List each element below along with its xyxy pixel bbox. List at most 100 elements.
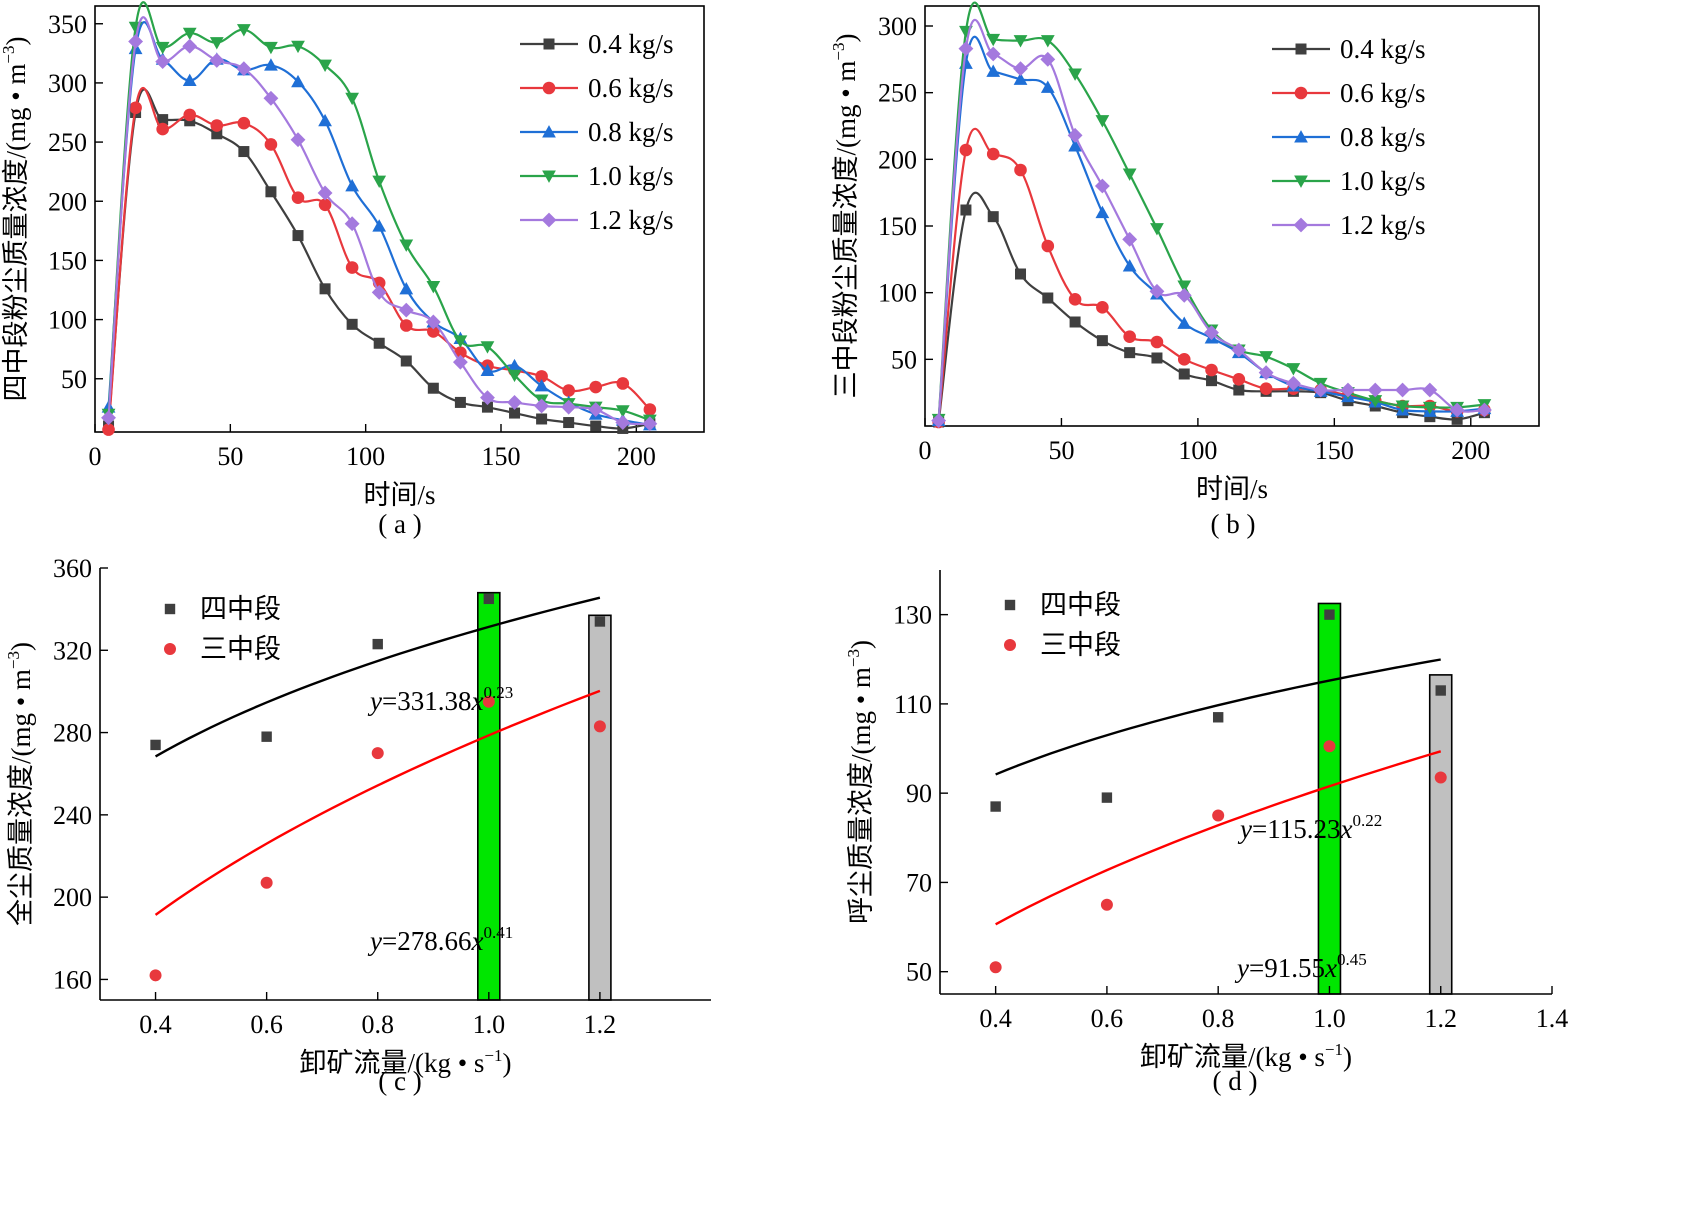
data-point — [155, 54, 171, 70]
data-point — [986, 64, 1001, 77]
y-axis-title-close: ) — [1, 36, 31, 45]
eq-coef: =278.66 — [382, 926, 471, 956]
data-point — [958, 41, 974, 57]
data-point — [427, 382, 439, 394]
data-point — [1040, 51, 1056, 67]
x-tick-label: 1.2 — [584, 1010, 617, 1039]
eq-var-x: x — [1324, 953, 1337, 983]
x-axis-title: 时间/s — [1196, 474, 1268, 504]
data-point — [986, 147, 1000, 161]
y-tick-label: 100 — [48, 306, 87, 335]
data-point — [931, 413, 947, 429]
data-point — [615, 415, 631, 430]
data-point — [643, 403, 657, 416]
data-point — [209, 53, 225, 68]
data-point — [1435, 685, 1446, 696]
y-axis-title-sup: −3 — [0, 45, 18, 63]
data-point — [960, 204, 972, 216]
data-point — [1100, 898, 1113, 911]
series-line-0 — [107, 88, 651, 430]
series-line-0 — [937, 191, 1485, 423]
data-point — [129, 101, 142, 115]
y-tick-label: 250 — [48, 128, 87, 157]
data-point — [236, 61, 252, 77]
data-point — [1178, 368, 1190, 380]
data-point — [345, 178, 360, 192]
data-point — [372, 175, 387, 189]
data-point — [264, 58, 278, 71]
data-point — [534, 378, 549, 392]
legend-marker — [542, 170, 556, 183]
legend-label: 0.4 kg/s — [1340, 34, 1426, 64]
legend-marker — [1294, 130, 1308, 143]
data-point — [1231, 342, 1247, 358]
data-point — [1013, 61, 1028, 77]
x-axis-title-close: ) — [1343, 1042, 1352, 1072]
data-point — [345, 261, 359, 274]
legend-marker — [1293, 217, 1309, 233]
x-tick-label: 0.6 — [250, 1010, 283, 1039]
x-tick-label: 0.8 — [1202, 1004, 1235, 1033]
data-point — [1476, 402, 1492, 418]
panel-caption: ( c ) — [378, 1066, 421, 1096]
eq-exp: 0.45 — [1337, 950, 1367, 969]
x-tick-label: 1.2 — [1424, 1004, 1457, 1033]
data-point — [1177, 353, 1191, 366]
data-point — [291, 40, 305, 54]
data-point — [209, 37, 224, 50]
data-point — [264, 41, 278, 55]
legend-marker — [1295, 43, 1307, 55]
data-point — [291, 74, 305, 88]
data-point — [183, 108, 197, 122]
y-axis-title-close: ) — [831, 33, 861, 42]
data-point — [1095, 205, 1110, 219]
data-point — [264, 138, 278, 151]
legend-label: 三中段 — [1040, 630, 1121, 660]
y-tick-label: 100 — [878, 279, 917, 308]
data-point — [642, 416, 658, 432]
legend-marker — [542, 81, 556, 95]
y-tick-label: 110 — [894, 690, 932, 719]
data-point — [535, 370, 548, 383]
eq-exp: 0.22 — [1352, 811, 1382, 830]
data-point — [1422, 401, 1437, 415]
data-point — [399, 239, 414, 252]
data-point — [1122, 168, 1137, 181]
data-point — [507, 394, 522, 410]
data-point — [1150, 223, 1164, 236]
x-tick-label: 100 — [1178, 436, 1217, 465]
plot-frame — [924, 5, 1540, 427]
data-point — [1042, 292, 1054, 304]
legend-marker — [542, 125, 556, 138]
data-point — [1340, 382, 1356, 398]
eq-exp: 0.23 — [483, 683, 513, 702]
data-point — [1015, 268, 1027, 280]
plot-frame — [94, 5, 705, 433]
eq-var-y: y — [367, 926, 382, 956]
data-point — [318, 198, 332, 212]
data-point — [563, 417, 575, 429]
y-tick-label: 350 — [48, 10, 87, 39]
fit-equation-1: y=278.66x0.41 — [367, 923, 513, 956]
data-point — [1177, 280, 1192, 293]
data-point — [400, 355, 412, 367]
y-axis-title-text: 三中段粉尘质量浓度/(mg • m — [831, 61, 861, 399]
data-point — [1150, 335, 1164, 349]
data-point — [1422, 382, 1438, 398]
legend-marker — [1294, 86, 1308, 100]
legend-marker — [164, 603, 176, 615]
data-point — [509, 407, 521, 419]
data-point — [959, 143, 973, 157]
data-point — [149, 969, 162, 982]
fit-curve-1 — [154, 689, 601, 916]
x-tick-label: 1.0 — [473, 1010, 506, 1039]
data-point — [1067, 127, 1083, 143]
y-axis-title: 全尘质量浓度/(mg • m−3) — [4, 642, 36, 926]
legend-marker — [1294, 175, 1308, 188]
x-tick-label: 0 — [919, 436, 932, 465]
x-tick-label: 50 — [217, 442, 243, 471]
y-tick-label: 130 — [893, 601, 932, 630]
highlight-bar-0 — [1317, 602, 1342, 995]
data-point — [1069, 316, 1081, 328]
